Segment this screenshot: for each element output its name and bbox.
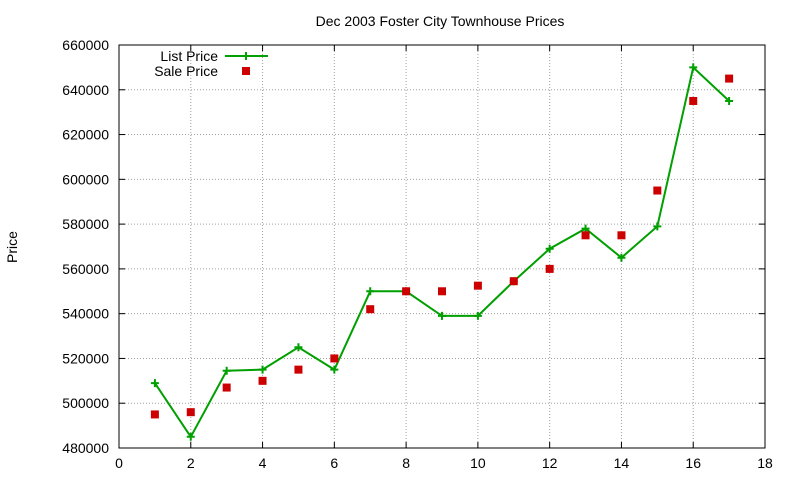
sale-price-point — [545, 264, 554, 273]
list-price-point — [186, 432, 195, 441]
sale-price-point — [581, 231, 590, 240]
list-price-point — [438, 311, 446, 320]
plot-frame — [118, 44, 766, 449]
sale-price-point — [330, 354, 339, 363]
sale-price-point — [438, 287, 446, 296]
x-tick-label: 16 — [685, 455, 701, 471]
list-price-point — [150, 379, 159, 388]
y-tick-label: 620000 — [62, 127, 109, 143]
y-tick-label: 560000 — [62, 261, 109, 277]
list-price-point — [725, 96, 734, 105]
y-tick-label: 540000 — [62, 306, 109, 322]
x-tick-label: 18 — [757, 455, 773, 471]
list-price-point — [258, 365, 267, 374]
y-tick-label: 580000 — [62, 216, 109, 232]
x-tick-label: 4 — [259, 455, 267, 471]
y-tick-label: 640000 — [62, 82, 109, 98]
list-price-point — [222, 366, 231, 375]
list-price-point — [330, 365, 339, 374]
series-layer — [150, 63, 734, 441]
x-tick-label: 2 — [187, 455, 195, 471]
x-tick-label: 8 — [402, 455, 410, 471]
legend-swatch-marker — [242, 67, 250, 75]
x-tick-label: 0 — [115, 455, 123, 471]
sale-price-point — [653, 186, 662, 195]
y-axis-label: Price — [4, 231, 20, 263]
sale-price-point — [402, 287, 411, 296]
x-tick-label: 10 — [470, 455, 486, 471]
list-price-point — [617, 253, 626, 262]
list-price-point — [653, 222, 662, 231]
x-tick-label: 12 — [542, 455, 558, 471]
sale-price-point — [186, 408, 195, 417]
list-price-point — [366, 287, 375, 296]
chart-title: Dec 2003 Foster City Townhouse Prices — [316, 13, 565, 29]
sale-price-point — [725, 74, 734, 83]
list-price-point — [473, 311, 482, 320]
legend-label: List Price — [160, 48, 218, 64]
list-price-point — [294, 343, 303, 352]
sale-price-point — [222, 383, 231, 392]
axis-ticks: 0 2 4 6 8 10 12 14 16 18 480000 500000 520000 540000 5… — [62, 37, 773, 471]
sale-price-point — [473, 281, 482, 290]
x-tick-label: 6 — [330, 455, 338, 471]
series-sale-price — [150, 74, 734, 419]
y-tick-label: 520000 — [62, 350, 109, 366]
sale-price-point — [150, 410, 159, 419]
sale-price-point — [689, 96, 698, 105]
y-tick-label: 480000 — [62, 440, 109, 456]
legend-label: Sale Price — [154, 63, 218, 79]
y-tick-label: 600000 — [62, 171, 109, 187]
sale-price-point — [258, 376, 267, 385]
series-list-price — [150, 63, 734, 441]
legend-swatch-marker — [242, 52, 250, 60]
y-tick-label: 660000 — [62, 37, 109, 53]
sale-price-point — [294, 365, 303, 374]
list-price-point — [545, 244, 554, 253]
list-price-point — [581, 224, 590, 233]
y-tick-label: 500000 — [62, 395, 109, 411]
grid-lines — [119, 45, 765, 448]
sale-price-point — [509, 277, 518, 286]
x-tick-label: 14 — [614, 455, 630, 471]
list-price-line — [154, 65, 730, 439]
list-price-point — [689, 63, 698, 72]
sale-price-point — [617, 231, 626, 240]
sale-price-point — [366, 305, 375, 314]
